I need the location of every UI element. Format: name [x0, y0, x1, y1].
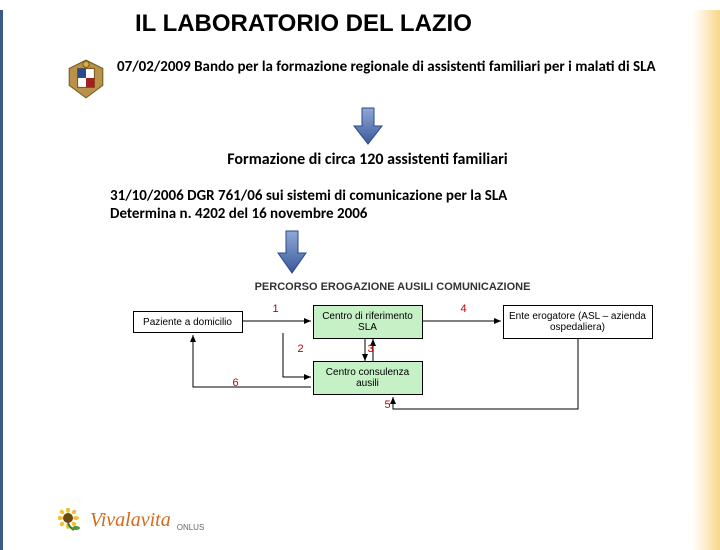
mid-text: Formazione di circa 120 assistenti famil…	[15, 150, 720, 169]
edge-label-4: 4	[461, 303, 467, 315]
para2-line2: Determina n. 4202 del 16 novembre 2006	[110, 205, 367, 223]
logo-text: Vivalavita	[90, 509, 171, 532]
sunflower-icon	[58, 508, 86, 532]
edge-label-3: 3	[368, 343, 374, 355]
flowchart-container: PERCORSO EROGAZIONE AUSILI COMUNICAZIONE	[105, 281, 680, 419]
flowchart-node-paziente: Paziente a domicilio	[133, 311, 243, 333]
arrow-down-1-icon	[351, 106, 385, 146]
lazio-emblem-icon	[65, 58, 107, 100]
paragraph-1: 07/02/2009 Bando per la formazione regio…	[117, 58, 656, 76]
edge-label-2: 2	[298, 343, 304, 355]
logo-subtext: ONLUS	[177, 523, 205, 532]
flowchart-node-centro-ausili: Centro consulenza ausili	[313, 361, 423, 395]
para2-date: 31/10/2006	[110, 187, 184, 205]
arrow-down-2-icon	[275, 229, 309, 275]
paragraph-2-row: 31/10/2006 DGR 761/06 sui sistemi di com…	[110, 187, 670, 223]
paragraph-1-row: 07/02/2009 Bando per la formazione regio…	[65, 58, 670, 100]
right-accent-bar	[692, 10, 720, 550]
para2-line1: DGR 761/06 sui sistemi di comunicazione …	[187, 187, 507, 205]
edge-label-5: 5	[385, 399, 391, 411]
edge-label-6: 6	[233, 377, 239, 389]
para1-date: 07/02/2009	[117, 58, 191, 76]
para1-text: Bando per la formazione regionale di ass…	[194, 58, 655, 76]
slide-title: IL LABORATORIO DEL LAZIO	[135, 10, 720, 38]
flowchart-node-centro-sla: Centro di riferimento SLA	[313, 305, 423, 339]
flowchart-node-ente-erogatore: Ente erogatore (ASL – azienda ospedalier…	[503, 305, 653, 339]
flowchart-title: PERCORSO EROGAZIONE AUSILI COMUNICAZIONE	[105, 281, 680, 293]
vivalavita-logo: Vivalavita ONLUS	[58, 508, 204, 532]
paragraph-2: 31/10/2006 DGR 761/06 sui sistemi di com…	[110, 187, 507, 223]
edge-label-1: 1	[273, 303, 279, 315]
flowchart: Paziente a domicilio Centro di riferimen…	[133, 299, 653, 419]
